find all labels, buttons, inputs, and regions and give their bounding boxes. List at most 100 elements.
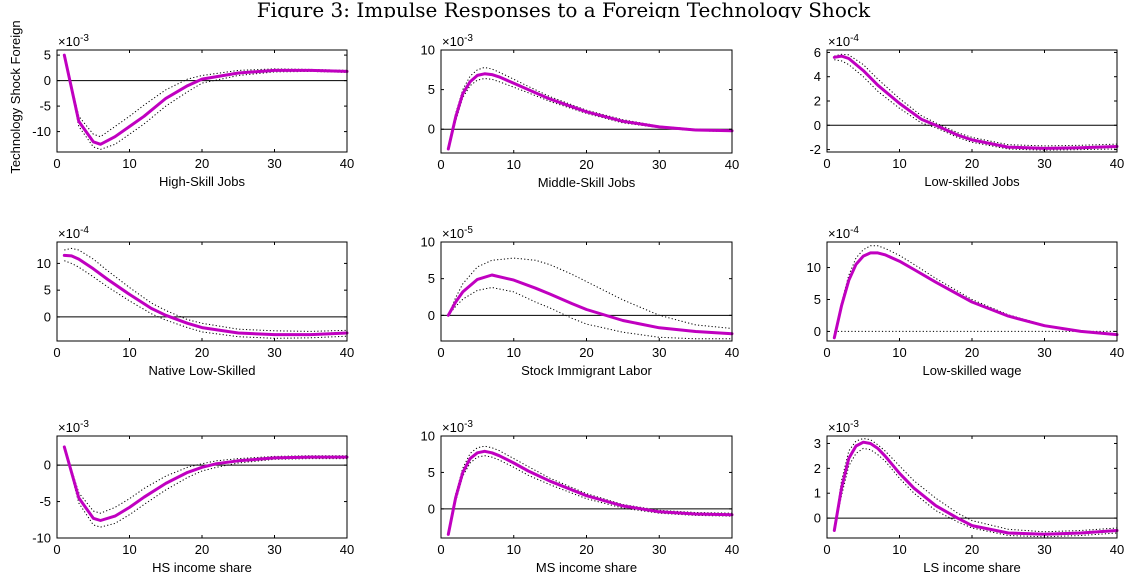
x-tick-label: 0 [823, 345, 830, 360]
median-line [446, 72, 734, 151]
x-tick-label: 20 [195, 156, 209, 171]
x-tick-label: 30 [652, 157, 666, 172]
exponent-base: ×10 [828, 226, 850, 241]
y-tick-label: 0 [44, 458, 51, 473]
median-line [446, 449, 734, 536]
y-tick-label: 10 [807, 260, 821, 275]
median-line [832, 54, 1119, 150]
y-tick-label: 5 [428, 82, 435, 97]
figure-title: Figure 3: Impulse Responses to a Foreign… [256, 0, 871, 18]
panel-2: 0 10 20 30 40 0 5 10 ×10-3 Middle-Skill Jobs [421, 33, 740, 190]
axis-exponent: ×10-4 [828, 33, 859, 49]
exponent-value: -4 [80, 225, 89, 236]
band-upper-line [447, 257, 733, 329]
band-upper-line [447, 445, 733, 535]
y-tick-label: 2 [814, 461, 821, 476]
x-tick-label: 10 [507, 542, 521, 557]
x-tick-label: 10 [122, 345, 136, 360]
exponent-base: ×10 [58, 420, 80, 435]
median-line [62, 53, 349, 146]
x-tick-label: 40 [725, 542, 739, 557]
axis-exponent: ×10-3 [828, 419, 859, 435]
x-tick-label: 30 [1037, 156, 1051, 171]
median-line [832, 440, 1119, 536]
axes-frame [440, 49, 733, 154]
exponent-base: ×10 [442, 420, 464, 435]
panel-4: 0 10 20 30 40 0 5 10 ×10-4 Native Low-Skilled [37, 225, 355, 378]
x-tick-label: 0 [53, 156, 60, 171]
y-tick-label: 2 [814, 94, 821, 109]
y-tick-label: -10 [32, 531, 51, 546]
exponent-value: -3 [80, 419, 89, 430]
median-line [446, 273, 734, 336]
x-axis-label: LS income share [923, 560, 1021, 573]
y-tick-label: 5 [428, 271, 435, 286]
band-lower-line [63, 55, 348, 150]
axis-exponent: ×10-3 [442, 33, 473, 49]
axis-exponent: ×10-4 [828, 225, 859, 241]
x-axis-label: Native Low-Skilled [149, 363, 256, 378]
x-tick-label: 0 [53, 542, 60, 557]
x-tick-label: 20 [579, 157, 593, 172]
x-tick-label: 40 [340, 542, 354, 557]
y-tick-label: 0 [814, 511, 821, 526]
panel-6: 0 10 20 30 40 0 5 10 ×10-4 Low-skilled wage [807, 225, 1125, 378]
x-tick-label: 30 [652, 345, 666, 360]
x-tick-label: 20 [965, 345, 979, 360]
axes-frame [826, 241, 1118, 342]
x-tick-label: 40 [340, 345, 354, 360]
y-tick-label: 0 [814, 118, 821, 133]
axis-exponent: ×10-4 [58, 225, 89, 241]
y-tick-label: 10 [421, 235, 435, 250]
y-tick-label: 3 [814, 436, 821, 451]
x-tick-label: 30 [1037, 345, 1051, 360]
exponent-value: -3 [80, 33, 89, 44]
x-tick-label: 30 [267, 345, 281, 360]
x-tick-label: 10 [122, 156, 136, 171]
y-tick-label: 10 [421, 429, 435, 444]
y-tick-label: 5 [428, 465, 435, 480]
x-tick-label: 20 [965, 156, 979, 171]
y-tick-label: 0 [44, 73, 51, 88]
x-tick-label: 30 [267, 156, 281, 171]
y-tick-label: 0 [428, 122, 435, 137]
y-tick-label: 0 [428, 501, 435, 516]
axes-frame [440, 241, 733, 342]
x-tick-label: 30 [652, 542, 666, 557]
exponent-base: ×10 [828, 34, 850, 49]
x-tick-label: 10 [507, 157, 521, 172]
x-axis-label: High-Skill Jobs [159, 174, 245, 189]
y-tick-label: 10 [421, 43, 435, 58]
x-tick-label: 20 [195, 542, 209, 557]
x-tick-label: 40 [340, 156, 354, 171]
exponent-base: ×10 [828, 420, 850, 435]
exponent-base: ×10 [442, 34, 464, 49]
x-tick-label: 20 [579, 542, 593, 557]
x-tick-label: 40 [1110, 542, 1124, 557]
y-tick-label: 4 [814, 69, 821, 84]
x-tick-label: 0 [53, 345, 60, 360]
band-upper-line [834, 53, 1118, 147]
exponent-base: ×10 [442, 226, 464, 241]
x-tick-label: 40 [1110, 345, 1124, 360]
panel-8: 0 10 20 30 40 0 5 10 ×10-3 MS income share [421, 419, 740, 573]
x-tick-label: 40 [1110, 156, 1124, 171]
band-upper-line [64, 247, 348, 332]
x-tick-label: 10 [122, 542, 136, 557]
x-axis-label: Low-skilled wage [923, 363, 1022, 378]
axes-frame [56, 435, 348, 539]
x-tick-label: 20 [965, 542, 979, 557]
panel-9: 0 10 20 30 40 0 1 2 3 ×10-3 LS income share [814, 419, 1124, 573]
band-lower-line [834, 59, 1118, 151]
x-tick-label: 0 [437, 542, 444, 557]
exponent-value: -5 [464, 225, 473, 236]
exponent-value: -3 [464, 33, 473, 44]
band-lower-line [833, 447, 1118, 538]
x-tick-label: 10 [507, 345, 521, 360]
y-tick-label: 5 [44, 48, 51, 63]
x-tick-label: 10 [892, 542, 906, 557]
x-tick-label: 30 [1037, 542, 1051, 557]
exponent-value: -3 [850, 419, 859, 430]
